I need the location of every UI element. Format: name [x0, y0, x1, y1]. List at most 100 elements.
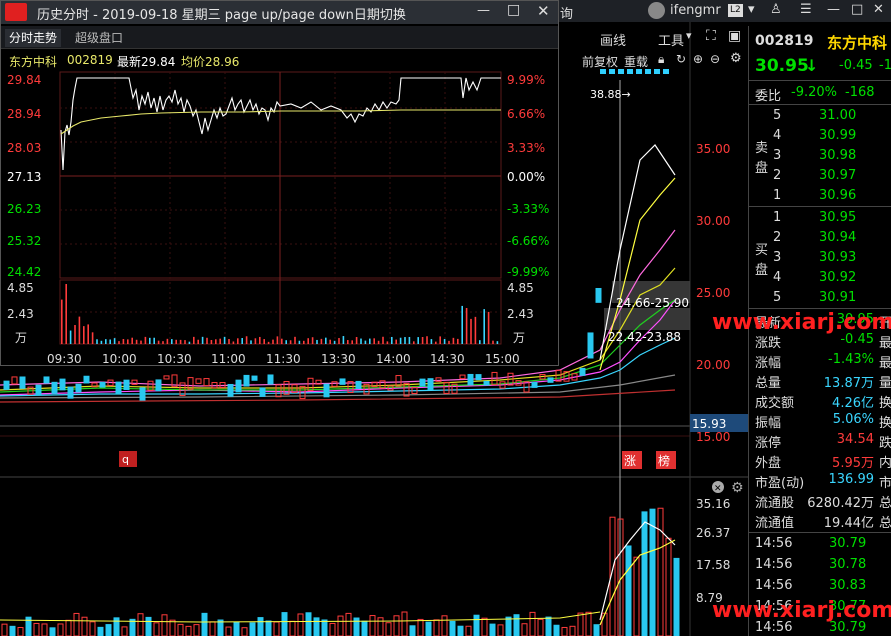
bg-volume-bar	[33, 622, 40, 636]
dialog-close-icon[interactable]: ✕	[537, 2, 550, 20]
user-name[interactable]: ifengmr	[670, 3, 721, 18]
main-maximize-icon[interactable]: □	[851, 2, 864, 17]
menu-icon[interactable]: ☰	[800, 2, 812, 17]
tick-time: 14:56	[755, 578, 793, 593]
price-label-1: 28.94	[7, 107, 41, 121]
stat-value: -1.43%	[828, 352, 874, 367]
tick-list[interactable]: 14:56 30.79 14:56 30.78 14:56 30.83 14:56 30.77…	[749, 534, 891, 636]
tab-super-book[interactable]: 超级盘口	[75, 31, 124, 45]
time-label-7: 14:30	[430, 352, 465, 366]
tick-price: 30.78	[829, 557, 867, 572]
kline-settings-icon[interactable]: ⚙	[730, 51, 742, 66]
lock-icon[interactable]: 🔒︎	[658, 52, 665, 66]
intraday-volume-bar	[113, 338, 116, 344]
overlay-button[interactable]: 重载	[624, 55, 649, 69]
intraday-volume-bar	[228, 339, 230, 344]
stat-label: 最新	[755, 316, 782, 331]
quote-change: -0.45	[839, 58, 873, 73]
intraday-chart: 29.84 28.94 28.03 27.13 26.23 25.32 24.4…	[7, 71, 549, 366]
tools-button[interactable]: 工具	[658, 34, 685, 49]
mark-bang[interactable]: 榜	[658, 453, 670, 468]
kline-axis-15: 15.00	[696, 430, 730, 444]
main-minimize-icon[interactable]: —	[827, 2, 840, 17]
intraday-volume-bar	[184, 340, 186, 344]
dialog-tabs: 分时走势 超级盘口	[1, 26, 558, 49]
dialog-title-bar[interactable]: 历史分时 - 2019-09-18 星期三 page up/page down日…	[1, 1, 558, 24]
intraday-volume-bar	[395, 339, 397, 344]
bg-volume-bar	[553, 624, 560, 636]
bg-volume-bar	[49, 627, 56, 636]
sell-price[interactable]: 30.96	[819, 188, 857, 203]
mark-zhang-bg[interactable]	[622, 451, 642, 469]
buy-price[interactable]: 30.92	[819, 270, 857, 285]
intraday-volume-bar	[307, 338, 309, 344]
stat-extra: 市	[879, 476, 891, 491]
intraday-volume-bar	[144, 336, 147, 344]
dialog-minimize-icon[interactable]: —	[477, 3, 490, 18]
vol-label-1: 2.43	[7, 307, 34, 321]
sell-price[interactable]: 30.97	[819, 168, 857, 183]
zoom-in-icon[interactable]: ⊕	[693, 52, 704, 66]
volume-settings-icon[interactable]: ⚙	[731, 480, 744, 496]
bg-volume-bar	[177, 623, 184, 636]
bg-candle	[3, 380, 10, 390]
intraday-volume-bar	[118, 341, 120, 344]
main-close-icon[interactable]: ✕	[873, 2, 884, 17]
sell-price[interactable]: 30.99	[819, 128, 857, 143]
stat-extra: 开	[879, 316, 891, 331]
stat-label: 总量	[755, 376, 782, 391]
fullscreen-icon[interactable]: ▣	[728, 28, 742, 44]
bg-candle	[339, 378, 346, 385]
kline-scroll-indicator[interactable]	[600, 69, 672, 74]
sell-level: 3	[773, 148, 782, 163]
bg-volume-bar	[25, 616, 32, 636]
user-avatar[interactable]	[648, 2, 665, 19]
bg-volume-bar	[305, 612, 312, 636]
sell-price[interactable]: 30.98	[819, 148, 857, 163]
zone-upper	[612, 281, 690, 303]
buy-price[interactable]: 30.91	[819, 290, 857, 305]
intraday-volume-bar	[276, 336, 279, 344]
dialog-maximize-icon[interactable]: □	[507, 2, 521, 18]
tab-intraday[interactable]: 分时走势	[5, 29, 62, 47]
mark-q[interactable]: q	[122, 453, 129, 466]
intraday-volume-bar	[162, 341, 164, 344]
intraday-volume-bar	[320, 338, 323, 344]
mark-zhang[interactable]: 涨	[624, 453, 636, 468]
intraday-volume-bar	[386, 341, 389, 344]
volume-close-icon[interactable]	[712, 481, 724, 493]
zoom-out-icon[interactable]: ⊖	[710, 52, 721, 66]
shirt-icon[interactable]: ♙	[770, 2, 782, 17]
zone-upper-label: 24.66-25.90	[616, 296, 689, 310]
bg-candle	[43, 376, 50, 384]
bg-candle	[259, 387, 266, 397]
buy-price[interactable]: 30.93	[819, 250, 857, 265]
kline-toolbar: 画线 工具 ▾ ⛶ ▣ 前复权 重载 🔒︎ ↻ ⊕ ⊖ ⚙	[560, 28, 748, 74]
refresh-icon[interactable]: ↻	[676, 52, 687, 66]
intraday-volume-bar	[408, 336, 411, 344]
stat-label: 涨跌	[755, 336, 782, 351]
tick-price: 30.79	[829, 536, 867, 551]
buy-price[interactable]: 30.94	[819, 230, 857, 245]
bg-candle	[123, 379, 130, 390]
expand-icon[interactable]: ⛶	[706, 28, 716, 44]
tools-dropdown-icon[interactable]: ▾	[686, 29, 692, 42]
restore-button[interactable]: 前复权	[582, 55, 619, 69]
intraday-volume-bar	[135, 339, 138, 344]
quote-header: 002819 东方中科 30.95 ↓ -0.45 -1	[749, 26, 891, 81]
mark-q-bg[interactable]	[119, 451, 137, 467]
intraday-volume-bar	[338, 338, 340, 344]
intraday-price-line	[60, 77, 501, 171]
pct-label-0: 9.99%	[507, 73, 545, 87]
mark-bang-bg[interactable]	[656, 451, 676, 469]
draw-button[interactable]: 画线	[600, 34, 627, 49]
intraday-volume-bar	[496, 341, 499, 344]
buy-price[interactable]: 30.95	[819, 210, 857, 225]
bg-volume-bar	[201, 612, 208, 636]
dropdown-arrow-icon[interactable]: ▾	[748, 2, 755, 17]
sell-price[interactable]: 31.00	[819, 108, 857, 123]
partial-tab-label[interactable]: 询	[560, 7, 574, 22]
intraday-volume-bar	[360, 338, 362, 344]
bg-candle	[35, 384, 42, 396]
intraday-volume-bar	[215, 339, 217, 344]
